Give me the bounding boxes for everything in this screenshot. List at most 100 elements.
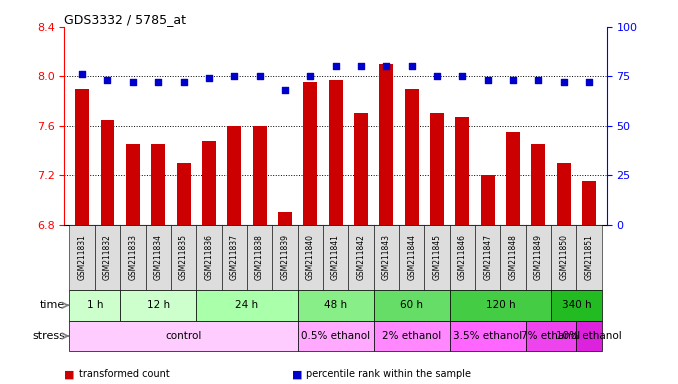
Text: GSM211847: GSM211847 [483,234,492,280]
Text: GSM211844: GSM211844 [407,234,416,280]
Bar [374,290,450,321]
Text: ■: ■ [292,369,302,379]
Text: GSM211837: GSM211837 [230,234,239,280]
Point [228,73,239,79]
Bar [171,225,196,290]
Text: 340 h: 340 h [561,300,591,310]
Point [77,71,87,78]
Bar [298,225,323,290]
Point [355,63,366,70]
Point [457,73,468,79]
Bar [75,89,89,225]
Text: GSM211839: GSM211839 [281,234,290,280]
Bar [456,117,469,225]
Text: GSM211842: GSM211842 [357,234,365,280]
Bar [151,144,165,225]
Text: GSM211835: GSM211835 [179,234,188,280]
Text: GSM211851: GSM211851 [584,234,593,280]
Text: transformed count: transformed count [79,369,170,379]
Point [305,73,316,79]
Bar [273,225,298,290]
Bar [354,113,368,225]
Bar [450,290,551,321]
Text: ■: ■ [64,369,75,379]
Text: GSM211836: GSM211836 [204,234,214,280]
Text: 3.5% ethanol: 3.5% ethanol [453,331,522,341]
Bar [374,321,450,351]
Bar [303,83,317,225]
Text: 1 h: 1 h [87,300,103,310]
Bar [450,225,475,290]
Bar [247,225,273,290]
Bar [374,225,399,290]
Point [533,77,544,83]
Point [558,79,569,85]
Bar [227,126,241,225]
Point [102,77,113,83]
Bar [176,163,191,225]
Bar [424,225,450,290]
Bar [525,321,576,351]
Bar [202,141,216,225]
Bar [481,175,495,225]
Bar [399,225,424,290]
Point [178,79,189,85]
Text: GSM211848: GSM211848 [508,234,517,280]
Bar [196,290,298,321]
Text: GSM211850: GSM211850 [559,234,568,280]
Bar [557,163,571,225]
Text: GSM211846: GSM211846 [458,234,467,280]
Bar [120,225,146,290]
Bar [506,132,520,225]
Point [203,75,214,81]
Bar [576,321,602,351]
Bar [196,225,222,290]
Point [406,63,417,70]
Bar [430,113,444,225]
Bar [551,225,576,290]
Text: 120 h: 120 h [485,300,515,310]
Point [279,87,290,93]
Text: GSM211838: GSM211838 [255,234,264,280]
Bar [253,126,266,225]
Text: 2% ethanol: 2% ethanol [382,331,441,341]
Point [127,79,138,85]
Point [330,63,341,70]
Point [508,77,519,83]
Bar [576,225,602,290]
Point [584,79,595,85]
Text: GSM211843: GSM211843 [382,234,391,280]
Bar [405,89,418,225]
Text: 7% ethanol: 7% ethanol [521,331,580,341]
Text: 60 h: 60 h [400,300,423,310]
Bar [450,321,525,351]
Bar [120,290,196,321]
Bar [100,119,115,225]
Point [153,79,163,85]
Bar [329,80,342,225]
Text: 0.5% ethanol: 0.5% ethanol [301,331,370,341]
Text: GSM211832: GSM211832 [103,234,112,280]
Text: GSM211840: GSM211840 [306,234,315,280]
Bar [475,225,500,290]
Text: GSM211831: GSM211831 [78,234,87,280]
Text: GSM211841: GSM211841 [331,234,340,280]
Bar [298,290,374,321]
Bar [69,321,298,351]
Point [381,63,392,70]
Bar [348,225,374,290]
Bar [126,144,140,225]
Text: 12 h: 12 h [146,300,170,310]
Text: percentile rank within the sample: percentile rank within the sample [306,369,471,379]
Text: 24 h: 24 h [235,300,258,310]
Bar [95,225,120,290]
Bar [222,225,247,290]
Bar [525,225,551,290]
Text: GSM211845: GSM211845 [433,234,441,280]
Bar [323,225,348,290]
Bar [500,225,525,290]
Text: 48 h: 48 h [324,300,347,310]
Text: 10% ethanol: 10% ethanol [556,331,622,341]
Bar [379,64,393,225]
Bar [532,144,545,225]
